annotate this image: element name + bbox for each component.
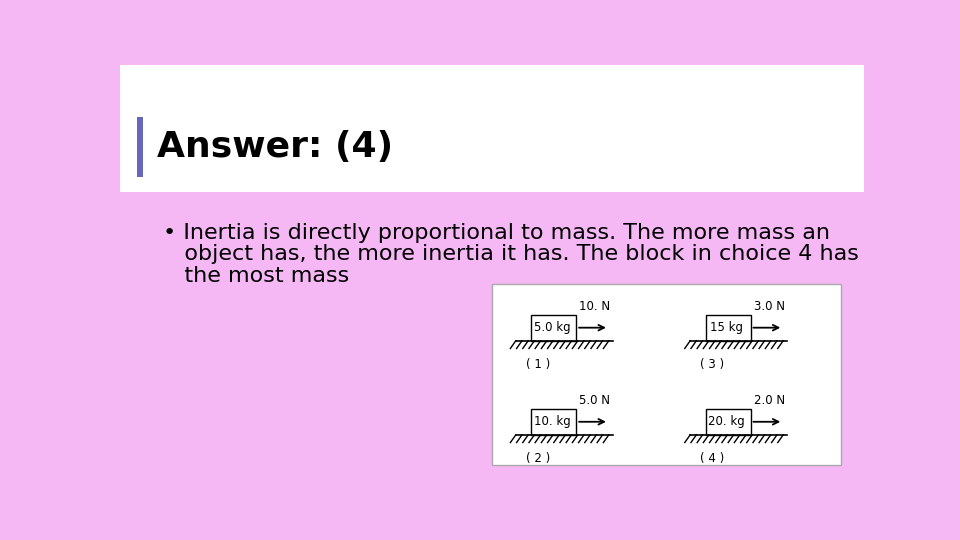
Text: 2.0 N: 2.0 N	[754, 394, 785, 407]
Text: the most mass: the most mass	[162, 266, 348, 286]
Text: 3.0 N: 3.0 N	[754, 300, 784, 313]
Text: 5.0 N: 5.0 N	[579, 394, 611, 407]
Bar	[706, 409, 751, 435]
Bar	[120, 65, 864, 192]
Bar	[137, 117, 143, 177]
Text: object has, the more inertia it has. The block in choice 4 has: object has, the more inertia it has. The…	[162, 244, 858, 264]
Text: ( 1 ): ( 1 )	[526, 357, 550, 370]
Bar	[492, 284, 841, 465]
Text: 15 kg: 15 kg	[709, 321, 743, 334]
Bar	[531, 315, 576, 341]
Text: ( 2 ): ( 2 )	[526, 452, 550, 465]
Bar	[706, 315, 751, 341]
Bar	[531, 409, 576, 435]
Text: 10. kg: 10. kg	[534, 415, 570, 428]
Text: 20. kg: 20. kg	[708, 415, 745, 428]
Text: 10. N: 10. N	[579, 300, 611, 313]
Text: 5.0 kg: 5.0 kg	[534, 321, 570, 334]
Text: • Inertia is directly proportional to mass. The more mass an: • Inertia is directly proportional to ma…	[162, 222, 829, 242]
Text: Answer: (4): Answer: (4)	[157, 130, 394, 164]
Text: ( 3 ): ( 3 )	[701, 357, 725, 370]
Text: ( 4 ): ( 4 )	[700, 452, 725, 465]
